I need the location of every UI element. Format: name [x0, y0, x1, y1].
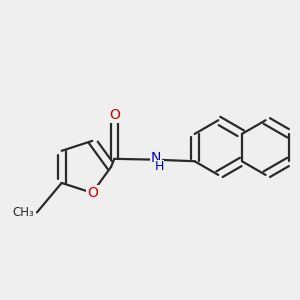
Text: N: N [151, 151, 161, 165]
Text: O: O [87, 186, 98, 200]
Text: H: H [154, 160, 164, 173]
Text: CH₃: CH₃ [13, 206, 34, 219]
Text: O: O [109, 109, 120, 122]
